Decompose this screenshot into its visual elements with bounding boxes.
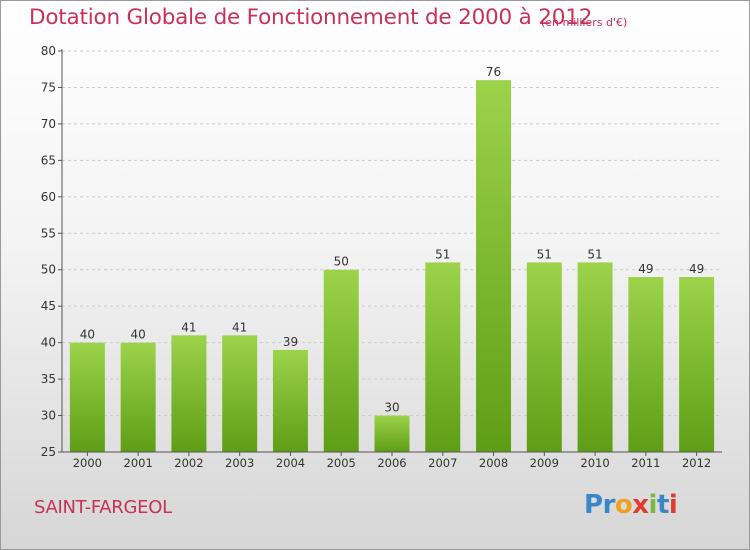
x-tick-label: 2012 [682,456,711,470]
data-label: 51 [537,247,552,261]
y-tick-label: 45 [41,299,56,313]
bars [69,80,715,452]
y-tick-label: 70 [41,117,56,131]
y-tick-label: 80 [41,44,56,58]
bar-2012 [679,277,715,452]
data-label: 51 [435,247,450,261]
x-tick-label: 2009 [530,456,559,470]
grid-lines [62,50,722,453]
x-tick-label: 2010 [580,456,609,470]
logo-letter: i [648,490,658,520]
y-tick-label: 40 [41,336,56,350]
y-tick-label: 65 [41,153,56,167]
y-tick-label: 50 [41,263,56,277]
x-tick-label: 2011 [631,456,660,470]
bar-2003 [222,335,258,452]
data-label: 40 [80,328,95,342]
data-labels: 40 40 41 41 39 50 30 51 76 51 51 49 49 [80,65,705,414]
logo-letter: t [656,490,669,520]
proxiti-logo: Proxiti [584,490,678,520]
commune-name: SAINT-FARGEOL [34,497,172,518]
x-tick-label: 2001 [124,456,153,470]
bar-2011 [628,277,664,452]
x-tick-label: 2003 [225,456,254,470]
logo-letter: i [668,490,678,520]
bar-2007 [425,262,461,452]
x-tick-label: 2007 [428,456,457,470]
y-tick-label: 25 [41,445,56,459]
bar-2002 [171,335,207,452]
x-tick-label: 2004 [276,456,305,470]
data-label: 41 [181,320,196,334]
bar-2005 [323,269,359,452]
logo-letter: P [584,490,603,520]
data-label: 50 [334,255,349,269]
data-label: 49 [638,262,653,276]
y-tick-label: 30 [41,409,56,423]
data-label: 30 [384,401,399,415]
x-tick-label: 2008 [479,456,508,470]
logo-letter: x [632,490,649,520]
y-tick-label: 55 [41,226,56,240]
data-label: 40 [131,328,146,342]
data-label: 49 [689,262,704,276]
bar-2010 [577,262,613,452]
logo-letter: o [614,490,633,520]
x-tick-label: 2005 [327,456,356,470]
y-tick-label: 60 [41,190,56,204]
data-label: 41 [232,320,247,334]
bar-2000 [69,342,105,452]
bar-2004 [272,349,308,452]
bar-2009 [526,262,562,452]
chart-unit: (en milliers d'€) [541,16,628,29]
y-tick-label: 75 [41,80,56,94]
chart-title: Dotation Globale de Fonctionnement de 20… [29,5,593,30]
bar-2006 [374,415,410,452]
x-tick-label: 2000 [73,456,102,470]
x-tick-label: 2006 [377,456,406,470]
axes: 25 30 35 40 45 50 55 60 65 70 75 80 2000 2001 2002 2003… [41,44,722,470]
bar-2008 [476,80,512,452]
data-label: 39 [283,335,298,349]
y-tick-label: 35 [41,372,56,386]
data-label: 76 [486,65,501,79]
x-tick-label: 2002 [174,456,203,470]
bar-2001 [120,342,156,452]
logo-letter: r [602,490,616,520]
data-label: 51 [587,247,602,261]
